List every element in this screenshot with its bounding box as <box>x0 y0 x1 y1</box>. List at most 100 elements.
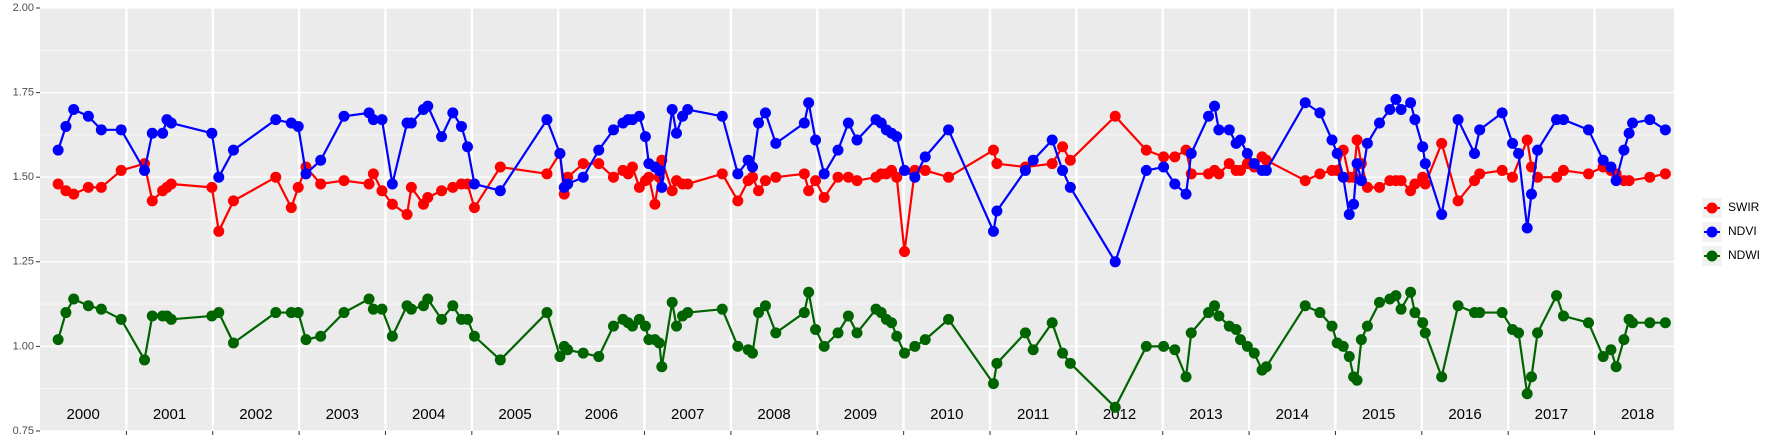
data-point <box>338 110 350 122</box>
data-point <box>270 307 282 319</box>
data-point <box>1158 161 1170 173</box>
legend-label: NDWI <box>1728 248 1760 262</box>
data-point <box>732 195 744 207</box>
x-tick-label: 2009 <box>844 406 877 423</box>
data-point <box>753 117 765 129</box>
data-point <box>541 307 553 319</box>
y-tick-label: 2.00 <box>13 2 34 14</box>
data-point <box>315 330 327 342</box>
data-point <box>1627 317 1639 329</box>
data-point <box>1046 158 1058 170</box>
data-point <box>494 354 506 366</box>
data-point <box>1521 134 1533 146</box>
data-point <box>422 192 434 204</box>
data-point <box>386 330 398 342</box>
data-point <box>1610 175 1622 187</box>
data-point <box>1064 357 1076 369</box>
data-point <box>1374 181 1385 193</box>
data-point <box>577 158 589 170</box>
data-point <box>1361 320 1373 332</box>
data-point <box>82 300 94 312</box>
data-point <box>753 185 765 197</box>
data-point <box>671 320 682 332</box>
data-point <box>1140 164 1152 176</box>
data-point <box>1213 310 1225 322</box>
data-point <box>1180 188 1192 200</box>
data-point <box>1248 347 1260 359</box>
data-point <box>649 198 661 210</box>
data-point <box>1474 168 1486 180</box>
data-point <box>909 171 921 183</box>
data-point <box>1314 307 1326 319</box>
data-point <box>682 104 694 116</box>
data-point <box>593 351 605 363</box>
data-point <box>447 300 459 312</box>
data-point <box>1331 148 1343 160</box>
data-point <box>363 178 375 190</box>
data-point <box>1361 137 1373 149</box>
data-point <box>1526 371 1537 383</box>
data-point <box>987 378 999 390</box>
data-point <box>1343 351 1355 363</box>
data-point <box>1230 323 1242 335</box>
data-point <box>991 357 1003 369</box>
data-point <box>227 144 239 156</box>
data-point <box>213 307 225 319</box>
data-point <box>626 320 638 332</box>
data-point <box>1551 290 1563 302</box>
data-point <box>1326 134 1338 146</box>
data-point <box>1158 340 1170 352</box>
data-point <box>666 104 678 116</box>
x-tick-label: 2003 <box>326 406 359 423</box>
data-point <box>1583 124 1594 136</box>
data-point <box>1496 107 1508 119</box>
data-point <box>643 171 655 183</box>
data-point <box>422 100 434 112</box>
data-point <box>1027 344 1039 356</box>
data-point <box>842 310 854 322</box>
x-tick-label: 2017 <box>1535 406 1568 423</box>
data-point <box>1417 317 1429 329</box>
data-point <box>943 124 955 136</box>
data-point <box>1109 110 1121 122</box>
data-point <box>1474 307 1486 319</box>
data-point <box>1299 300 1311 312</box>
data-point <box>1409 307 1421 319</box>
data-point <box>607 171 619 183</box>
data-point <box>716 168 728 180</box>
series-line <box>57 115 1666 253</box>
data-point <box>1299 175 1311 187</box>
data-point <box>1521 388 1533 400</box>
data-point <box>1390 290 1402 302</box>
data-point <box>747 171 758 183</box>
data-point <box>832 144 844 156</box>
data-point <box>909 340 921 352</box>
data-point <box>1405 97 1417 109</box>
legend-point <box>1706 202 1718 214</box>
data-point <box>1351 158 1363 170</box>
data-point <box>1627 117 1639 129</box>
data-point <box>1436 371 1448 383</box>
data-point <box>468 178 480 190</box>
data-point <box>436 131 448 143</box>
data-point <box>1241 340 1253 352</box>
y-tick-label: 0.75 <box>13 425 34 437</box>
data-point <box>338 175 350 187</box>
data-point <box>810 323 822 335</box>
data-point <box>1355 334 1367 346</box>
data-point <box>818 168 830 180</box>
data-point <box>1513 327 1525 339</box>
data-point <box>1260 154 1272 166</box>
data-point <box>716 110 728 122</box>
data-point <box>593 144 605 156</box>
data-point <box>626 161 638 173</box>
data-point <box>1180 371 1192 383</box>
data-point <box>798 117 810 129</box>
data-point <box>227 195 239 207</box>
data-point <box>1140 144 1152 156</box>
y-tick-label: 1.25 <box>13 256 34 268</box>
data-point <box>1419 158 1431 170</box>
data-point <box>436 313 448 325</box>
data-point <box>1409 114 1421 126</box>
data-point <box>1644 114 1656 126</box>
